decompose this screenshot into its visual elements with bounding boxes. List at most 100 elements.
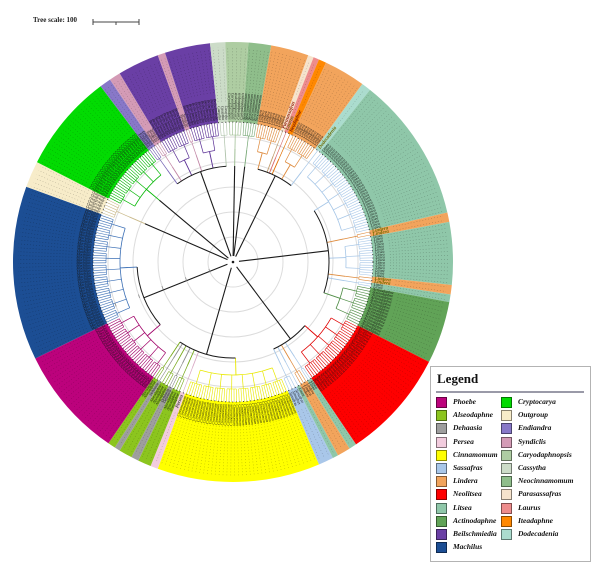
backbone-branch: [233, 166, 246, 257]
tip-label: Litsea: [372, 284, 383, 290]
tip-label: Lindera: [303, 383, 313, 396]
tip-label: Phoebe: [142, 377, 153, 390]
tip-label: Sassafras: [292, 390, 302, 405]
tip-label: Lindera: [274, 114, 282, 128]
tip-label: Cinnamomum: [226, 404, 231, 426]
tip-label: Litsea: [341, 164, 352, 174]
tip-label: Phoebe: [102, 337, 115, 347]
legend-item-label: Neolitsea: [453, 489, 482, 499]
tip-label: Litsea: [373, 242, 384, 247]
wedge-neocinnamomum: [242, 42, 272, 125]
legend-item-label: Lindera: [453, 476, 478, 486]
tip-label: Cinnamomum: [245, 404, 251, 426]
tip-label: Neolitsea: [351, 337, 366, 349]
tip-label: Machilus: [85, 312, 101, 321]
tip-label: Cinnamomum: [273, 397, 283, 419]
tip-label: Litsea: [374, 271, 385, 276]
tip-label: Lindera: [278, 116, 286, 130]
tip-label: Machilus: [82, 213, 98, 221]
legend-swatch: [501, 410, 512, 422]
tip-label: Syndiclis: [145, 131, 156, 145]
tip-label: Litsea: [356, 188, 367, 196]
tip-label: Beilschmiedia: [171, 109, 183, 131]
wedge-caryodaphnopsis: [225, 42, 249, 123]
wedge-litsea: [370, 282, 451, 303]
legend-swatch: [436, 463, 447, 474]
wedge-neolitsea: [311, 325, 430, 445]
legend-item-label: Endiandra: [518, 423, 552, 433]
legend-item-label: Actinodaphne: [453, 515, 497, 525]
tip-label: Litsea: [368, 216, 379, 223]
tip-label: Lindera: [371, 229, 390, 237]
legend-swatch: [501, 476, 512, 488]
wedge-dehaasia: [114, 380, 161, 451]
tip-label: Caryodaphnopsis: [239, 92, 245, 120]
tip-label: Machilus: [82, 302, 98, 310]
tip-label: Lindera: [373, 280, 391, 287]
tip-label: Litsea: [361, 198, 372, 206]
tip-label: Lindera: [292, 122, 301, 136]
tip-label: Neolitsea: [352, 335, 367, 347]
legend-item-label: Dodecadenia: [518, 529, 559, 538]
tip-label: Cinnamomum: [179, 396, 190, 418]
tree-scale-ruler: [92, 19, 140, 25]
tip-label: Cinnamomum: [229, 404, 233, 426]
tip-label: Phoebe: [119, 358, 131, 370]
tip-label: Syndiclis: [179, 114, 188, 129]
tip-label: Phoebe: [106, 344, 119, 355]
tip-label: Lindera: [266, 112, 273, 126]
tip-label: Phoebe: [140, 376, 151, 389]
tip-label: Phoebe: [95, 326, 108, 335]
wedge-cinnamomum: [157, 390, 319, 483]
tip-label: Litsea: [320, 143, 330, 154]
tip-label: Cinnamomum: [232, 404, 236, 426]
legend-item-label: Beilschmiedia: [453, 529, 497, 538]
tip-label: Phoebe: [113, 352, 125, 363]
tip-label: Litsea: [370, 224, 381, 230]
tip-label: Machilus: [75, 258, 91, 262]
tip-label: Caryodaphnopsis: [233, 92, 237, 119]
legend-swatch: [436, 397, 447, 408]
tip-label: Phoebe: [93, 324, 106, 333]
tip-label: Phoebe: [129, 367, 140, 379]
tip-label: Litsea: [307, 380, 316, 391]
tip-label: Dehaasia: [148, 382, 160, 397]
tip-label: Litsea: [374, 266, 385, 270]
tip-label: Cinnamomum: [188, 399, 198, 421]
tip-label: Lindera: [305, 129, 315, 142]
tip-label: Lindera: [313, 135, 324, 148]
tip-label: Machilus: [78, 230, 94, 237]
tip-label: Neolitsea: [356, 328, 371, 339]
tip-label: Phoebe: [115, 354, 127, 365]
tip-label: Litsea: [336, 158, 346, 168]
wedge-parasassafras: [280, 55, 314, 132]
tip-label: Litsea: [325, 146, 335, 156]
tip-label: Litsea: [374, 255, 385, 259]
tip-label: Lindera: [257, 110, 263, 124]
tip-label: Actinodaphne: [371, 290, 394, 299]
tip-label: Beilschmiedia: [206, 100, 213, 122]
wedge-lindera: [257, 45, 309, 131]
legend-title-rule: [436, 391, 584, 393]
tip-label: Beilschmiedia: [182, 105, 192, 127]
tip-label: Actinodaphne: [370, 295, 393, 304]
legend-swatch: [501, 423, 512, 435]
tip-label: Phoebe: [117, 356, 129, 368]
legend-swatch: [501, 515, 512, 527]
tip-label: Litsea: [354, 183, 365, 192]
tip-label: Machilus: [84, 207, 100, 216]
tip-label: Phoebe: [97, 331, 110, 341]
tip-label: Machilus: [81, 299, 97, 307]
tip-label: Cinnamomum: [256, 402, 264, 424]
radial-scale-tick: [185, 277, 188, 281]
backbone-branch: [232, 166, 236, 257]
tip-label: Litsea: [364, 206, 375, 213]
tip-label: Machilus: [75, 252, 91, 257]
tip-label: Actinodaphne: [372, 287, 395, 295]
wedge-litsea: [296, 385, 338, 459]
tip-label: Machilus: [76, 279, 92, 285]
tip-label: Actinodaphne: [366, 305, 389, 316]
tip-label: Litsea: [338, 160, 348, 170]
tip-label: Phoebe: [99, 333, 112, 343]
